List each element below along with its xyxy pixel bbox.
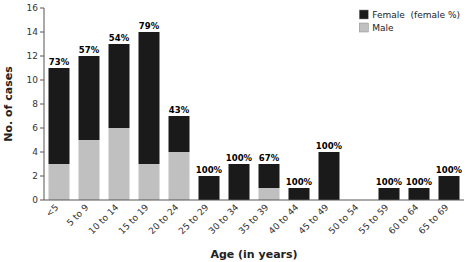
x-tick-label: 65 to 69 (417, 202, 451, 236)
bar (169, 116, 190, 152)
y-tick (40, 176, 44, 177)
bar (259, 164, 280, 188)
y-tick-label: 4 (32, 147, 38, 157)
x-tick-label: 15 to 19 (117, 202, 151, 236)
x-tick-label: 10 to 14 (87, 202, 121, 236)
x-axis-label: Age (in years) (210, 248, 297, 261)
x-tick-label: 5 to 9 (65, 202, 91, 228)
y-axis-line (44, 8, 45, 200)
y-tick-label: 12 (27, 51, 38, 61)
x-tick-label: 50 to 54 (327, 202, 361, 236)
y-tick (40, 32, 44, 33)
bar (169, 152, 190, 200)
bar (49, 164, 70, 200)
bar (109, 128, 130, 200)
percent-label: 100% (406, 177, 433, 187)
x-tick-label: 35 to 39 (237, 202, 271, 236)
x-tick-label: 55 to 59 (357, 202, 391, 236)
bar (289, 188, 310, 200)
x-tick-label: 40 to 44 (267, 202, 301, 236)
bar (139, 164, 160, 200)
x-axis: <5 5 to 910 to 1415 to 1920 to 2425 to 29… (44, 200, 464, 236)
x-tick-label: 30 to 34 (207, 202, 241, 236)
percent-label: 100% (436, 165, 463, 175)
y-tick-label: 8 (32, 99, 38, 109)
y-tick-label: 2 (32, 171, 38, 181)
percent-label: 79% (139, 21, 160, 31)
x-tick-label: 45 to 49 (297, 202, 331, 236)
y-tick (40, 8, 44, 9)
percent-label: 43% (169, 105, 190, 115)
y-tick-label: 10 (27, 75, 39, 85)
y-axis-label: No. of cases (2, 66, 15, 142)
x-tick-label: 20 to 24 (147, 202, 181, 236)
percent-label: 57% (79, 45, 100, 55)
y-tick (40, 200, 44, 201)
bars (49, 32, 460, 200)
y-tick-label: 0 (32, 195, 38, 205)
bar (109, 44, 130, 128)
percent-label: 100% (226, 153, 253, 163)
y-tick-label: 6 (32, 123, 38, 133)
bar (259, 188, 280, 200)
legend-label: Male (372, 23, 394, 33)
bar (439, 176, 460, 200)
y-tick (40, 152, 44, 153)
y-tick-label: 16 (27, 3, 39, 13)
chart: 0 2 4 6 8 10 12 14 16 <5 5 to 910 to 1415 to 1920 … (0, 0, 474, 262)
legend-item: Female (female %) (359, 10, 460, 20)
bar (379, 188, 400, 200)
bar (79, 56, 100, 140)
bar (139, 32, 160, 164)
y-tick (40, 104, 44, 105)
bar (319, 152, 340, 200)
y-tick (40, 56, 44, 57)
percent-label: 100% (286, 177, 313, 187)
x-tick-label: 25 to 29 (177, 202, 211, 236)
legend: Female (female %) Male (359, 10, 460, 33)
x-axis-line (44, 200, 464, 201)
bar (199, 176, 220, 200)
percent-label: 67% (259, 153, 280, 163)
percent-label: 100% (196, 165, 223, 175)
legend-label: Female (female %) (372, 10, 460, 20)
legend-swatch (359, 10, 368, 19)
y-tick-label: 14 (27, 27, 39, 37)
y-tick (40, 128, 44, 129)
x-tick-label: <5 (44, 202, 60, 218)
bar (409, 188, 430, 200)
bar (229, 164, 250, 200)
legend-swatch (359, 23, 368, 32)
percent-label: 73% (49, 57, 70, 67)
annotations: 73%57%54%79%43%100%100%67%100%100%100%10… (49, 21, 463, 187)
bar (49, 68, 70, 164)
percent-label: 54% (109, 33, 130, 43)
y-tick (40, 80, 44, 81)
percent-label: 100% (316, 141, 343, 151)
x-tick-label: 60 to 64 (387, 202, 421, 236)
legend-item: Male (359, 23, 394, 33)
percent-label: 100% (376, 177, 403, 187)
y-axis: 0 2 4 6 8 10 12 14 16 (27, 3, 44, 205)
bar (79, 140, 100, 200)
